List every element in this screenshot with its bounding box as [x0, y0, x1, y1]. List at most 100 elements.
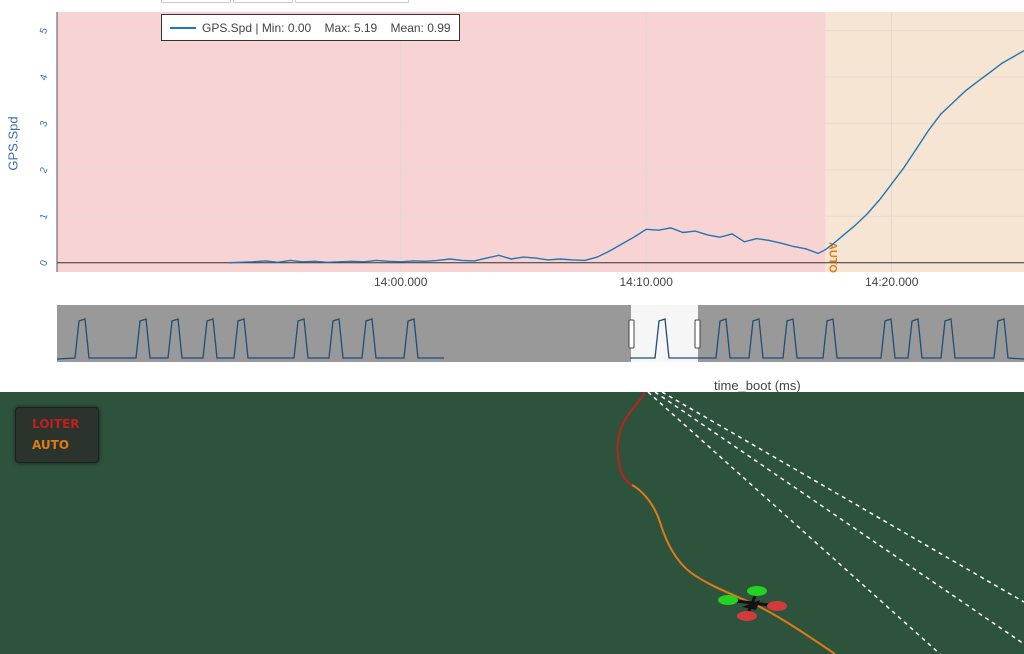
- data-point: [670, 227, 672, 229]
- data-point: [486, 257, 488, 259]
- data-point: [289, 259, 291, 261]
- data-point: [351, 260, 353, 262]
- data-point: [645, 228, 647, 230]
- data-point: [522, 256, 525, 258]
- y-tick-label: 4: [38, 73, 50, 82]
- data-point: [964, 90, 966, 92]
- data-point: [252, 261, 254, 263]
- x-axis-title: time_boot (ms): [714, 378, 801, 393]
- y-tick-label: 3: [38, 119, 50, 128]
- data-point: [878, 199, 881, 201]
- gps-speed-plot[interactable]: 01234514:00.00014:10.00014:20.00014:30.0…: [0, 0, 1024, 392]
- flight-path-auto: [631, 484, 836, 654]
- navigator-handle[interactable]: [694, 319, 701, 349]
- data-point: [473, 260, 475, 262]
- mode-legend-loiter: LOITER: [32, 417, 80, 431]
- data-point: [866, 213, 868, 215]
- data-point: [780, 242, 782, 244]
- data-point: [694, 230, 696, 232]
- toolbar-tab[interactable]: [233, 0, 293, 3]
- data-point: [1001, 62, 1003, 64]
- data-point: [952, 101, 954, 104]
- data-point: [832, 243, 834, 245]
- data-point: [792, 245, 795, 248]
- data-point: [891, 183, 893, 185]
- y-tick-label: 5: [38, 26, 50, 35]
- x-tick-label: 14:10.000: [620, 275, 674, 289]
- y-tick-label: 2: [38, 165, 50, 174]
- data-point: [927, 129, 930, 131]
- flight-mode-legend: LOITER AUTO: [15, 407, 99, 463]
- data-point: [903, 166, 905, 169]
- vehicle-quadcopter-icon[interactable]: [718, 586, 787, 621]
- navigator-selection-window[interactable]: [631, 305, 698, 362]
- data-point: [461, 259, 463, 261]
- data-point: [596, 256, 598, 258]
- y-tick-label: 1: [38, 212, 50, 221]
- data-point: [400, 261, 402, 263]
- flight-path-loiter: [616, 392, 646, 486]
- data-point: [363, 261, 365, 263]
- mode-band-loiter: [57, 12, 826, 272]
- data-point: [387, 260, 390, 262]
- waypoint-dashed-line: [661, 392, 1024, 603]
- data-point: [277, 261, 279, 263]
- data-point: [915, 148, 917, 150]
- x-tick-label: 14:00.000: [374, 275, 428, 289]
- data-point: [436, 259, 439, 261]
- data-point: [326, 261, 328, 263]
- data-point: [571, 259, 574, 261]
- data-point: [412, 260, 414, 262]
- navigator-empty-region: [444, 305, 630, 362]
- waypoint-dashed-line: [654, 392, 1024, 645]
- data-point: [756, 237, 758, 240]
- y-axis-label: GPS.Spd: [5, 116, 21, 171]
- data-point: [805, 248, 807, 250]
- data-point: [375, 259, 377, 261]
- data-point: [559, 258, 561, 260]
- data-point: [449, 258, 451, 260]
- data-point: [633, 236, 635, 238]
- mode-band-auto: [825, 12, 1024, 272]
- data-point: [621, 243, 623, 245]
- data-point: [301, 261, 304, 263]
- data-point: [768, 239, 770, 242]
- data-point: [731, 233, 733, 235]
- legend-series-swatch: [170, 27, 196, 29]
- data-point: [743, 241, 746, 243]
- data-point: [535, 257, 537, 259]
- flight-path-map[interactable]: [0, 392, 1024, 654]
- x-tick-label: 14:20.000: [865, 275, 919, 289]
- data-point: [682, 231, 684, 234]
- data-point: [314, 260, 316, 262]
- data-point: [824, 249, 827, 251]
- data-point: [842, 235, 844, 237]
- mode-legend-auto: AUTO: [32, 438, 70, 452]
- data-point: [424, 260, 426, 262]
- data-point: [657, 229, 660, 231]
- plot-legend[interactable]: GPS.Spd | Min: 0.00 Max: 5.19 Mean: 0.99: [161, 14, 460, 41]
- mode-change-label-auto: AUTO: [826, 242, 838, 273]
- navigator-handle[interactable]: [628, 319, 635, 349]
- data-point: [498, 254, 500, 256]
- data-point: [706, 234, 709, 236]
- toolbar-tab[interactable]: [295, 0, 409, 3]
- data-point: [1013, 55, 1016, 57]
- data-point: [608, 250, 610, 252]
- data-point: [265, 260, 267, 262]
- data-point: [228, 262, 230, 264]
- legend-series-label: GPS.Spd | Min: 0.00 Max: 5.19 Mean: 0.99: [202, 21, 451, 35]
- map-view[interactable]: LOITER AUTO: [0, 392, 1024, 654]
- data-point: [817, 252, 819, 255]
- data-point: [977, 81, 979, 83]
- data-point: [940, 113, 942, 115]
- range-navigator[interactable]: [56, 305, 1024, 362]
- data-point: [584, 259, 586, 261]
- data-point: [338, 261, 340, 263]
- data-point: [719, 236, 721, 238]
- y-tick-label: 0: [38, 258, 50, 267]
- toolbar-tab[interactable]: [161, 0, 231, 3]
- waypoint-dashed-line: [647, 392, 941, 654]
- data-point: [510, 258, 512, 260]
- data-point: [547, 259, 549, 261]
